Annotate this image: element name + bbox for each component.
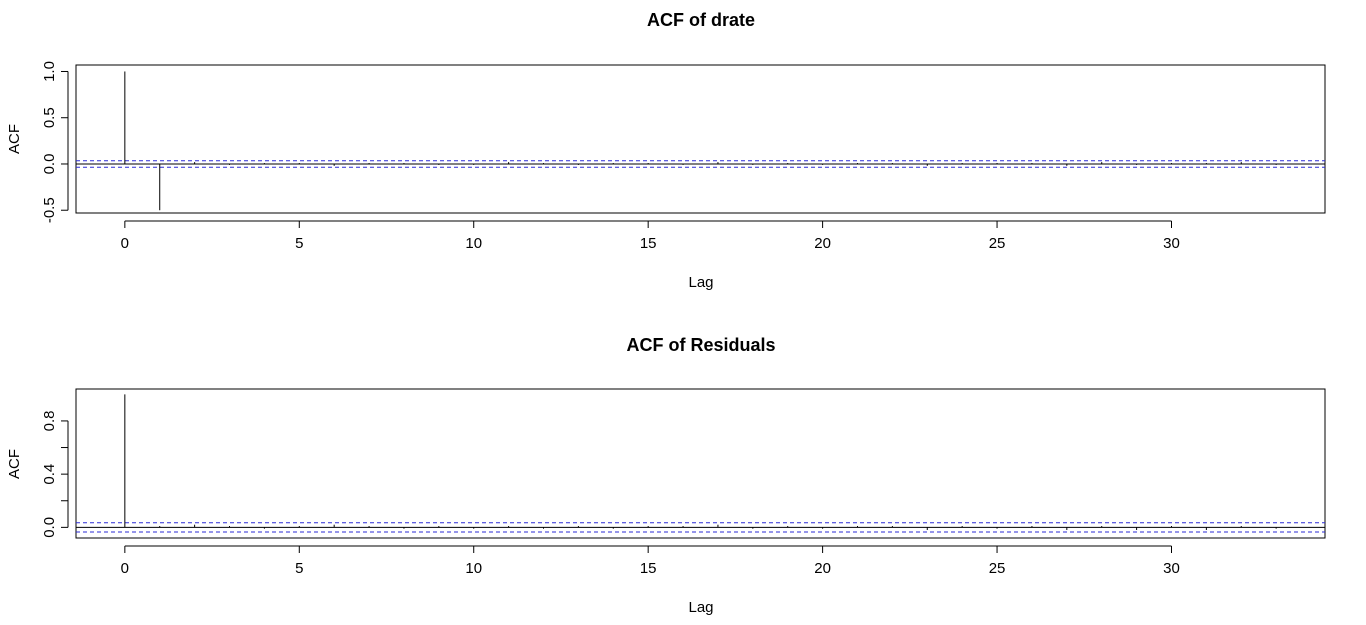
y-axis-label: ACF [6, 449, 23, 479]
y-axis-label: ACF [6, 124, 23, 154]
x-tick-label: 0 [121, 235, 129, 252]
y-tick-label: 0.4 [41, 464, 58, 485]
plot-frame [75, 388, 1326, 539]
y-tick-label: 0.0 [41, 154, 58, 175]
x-tick-label: 15 [640, 235, 657, 252]
x-axis-label: Lag [688, 599, 713, 616]
x-tick-label: 30 [1163, 560, 1180, 577]
x-tick-label: 15 [640, 560, 657, 577]
x-tick-label: 30 [1163, 235, 1180, 252]
y-tick-label: 0.5 [41, 107, 58, 128]
x-tick-label: 10 [465, 560, 482, 577]
acf-panel-drate: ACF of drate Lag ACF 0 5 10 15 20 25 30 -0.5 0.0… [6, 10, 1326, 291]
acf-panel-residuals: ACF of Residuals Lag ACF 0 5 10 15 20 25 30 0.0… [6, 335, 1326, 616]
x-tick-label: 5 [295, 235, 303, 252]
y-tick-label: -0.5 [41, 197, 58, 223]
y-tick-label: 0.8 [41, 410, 58, 431]
x-tick-label: 25 [989, 235, 1006, 252]
x-axis-label: Lag [688, 274, 713, 291]
x-tick-label: 20 [814, 235, 831, 252]
y-tick-label: 0.0 [41, 517, 58, 538]
chart-title: ACF of Residuals [626, 335, 775, 355]
plot-frame [75, 64, 1326, 214]
x-tick-label: 20 [814, 560, 831, 577]
chart-title: ACF of drate [647, 10, 755, 30]
y-tick-label: 1.0 [41, 61, 58, 82]
x-tick-label: 25 [989, 560, 1006, 577]
x-tick-label: 0 [121, 560, 129, 577]
x-tick-label: 10 [465, 235, 482, 252]
x-tick-label: 5 [295, 560, 303, 577]
